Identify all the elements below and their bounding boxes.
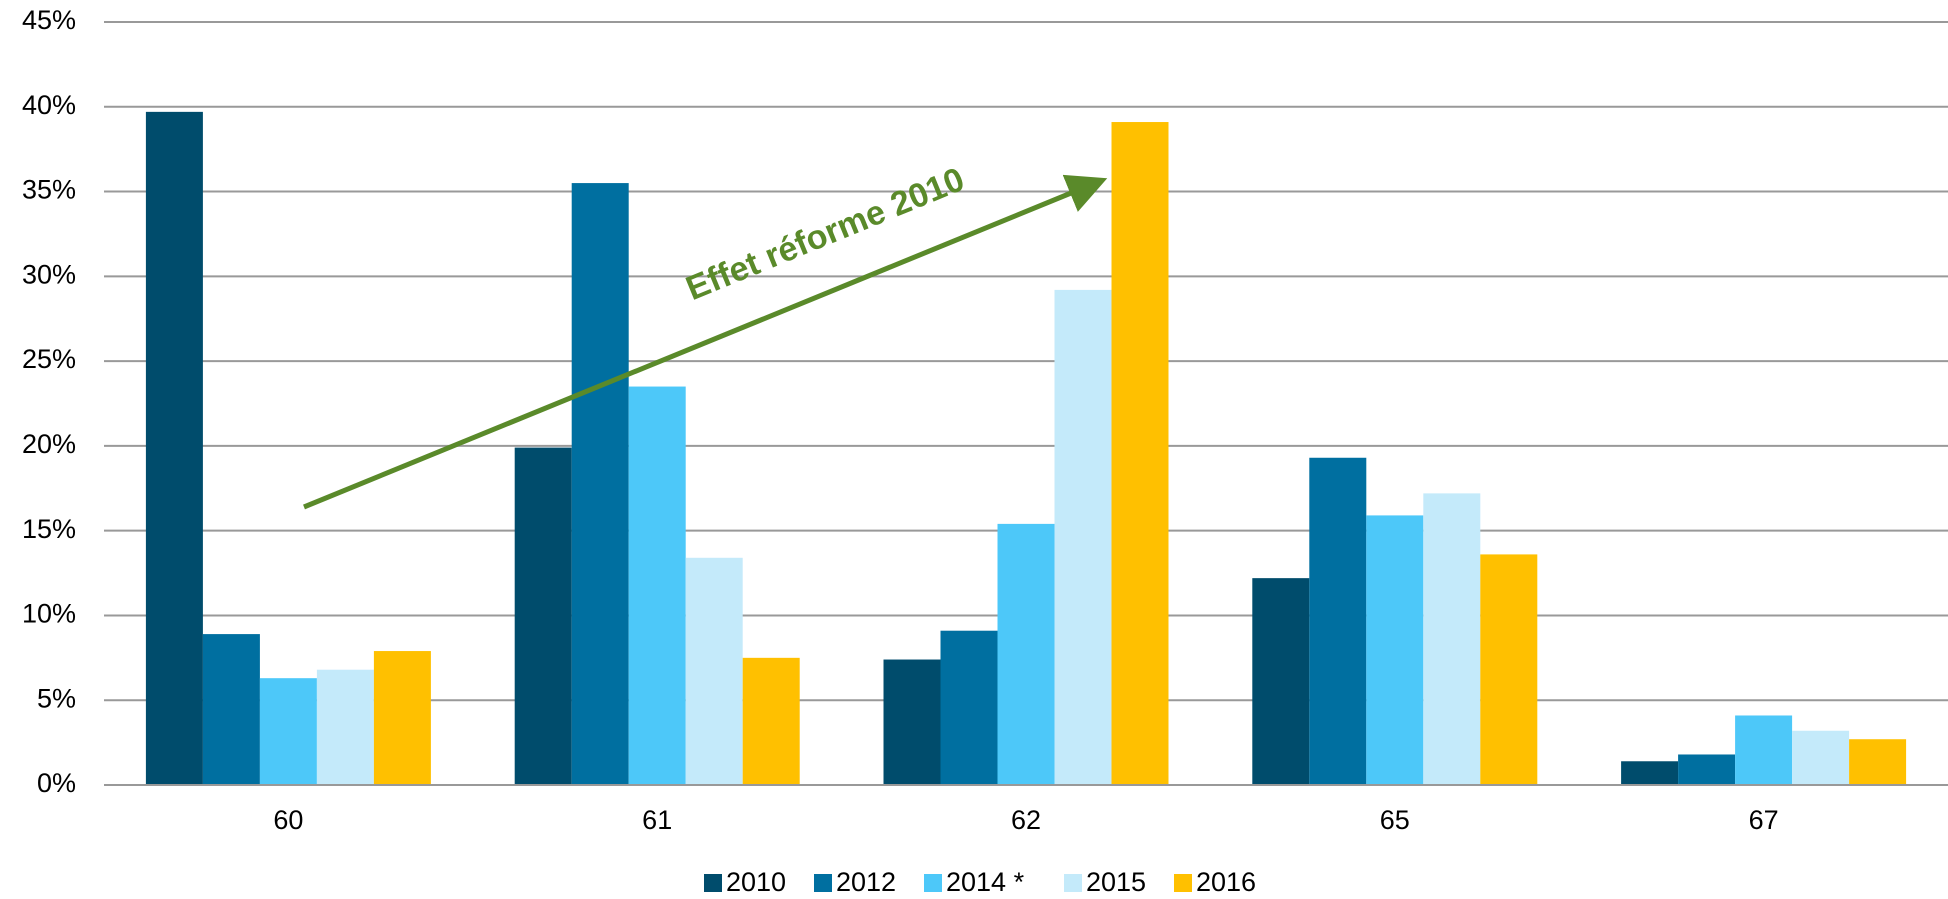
bar [571, 183, 629, 786]
x-tick-label: 60 [273, 805, 303, 835]
bar [1111, 122, 1169, 785]
legend-label: 2014 * [946, 867, 1025, 897]
bar [1252, 578, 1310, 785]
y-tick-label: 15% [22, 514, 76, 544]
arrow [303, 174, 1108, 510]
bar [1309, 457, 1367, 785]
bar [685, 557, 743, 785]
bar [1366, 515, 1424, 785]
y-tick-label: 35% [22, 175, 76, 205]
bar [883, 659, 941, 785]
bar [1678, 754, 1736, 785]
x-tick-label: 67 [1749, 805, 1779, 835]
y-tick-label: 0% [37, 768, 76, 798]
legend-swatch [704, 874, 722, 892]
legend-label: 2010 [726, 867, 786, 897]
y-tick-label: 10% [22, 599, 76, 629]
bar [1849, 739, 1907, 785]
bar [742, 657, 800, 785]
legend-swatch [1174, 874, 1192, 892]
bar [1480, 554, 1538, 785]
legend-label: 2012 [836, 867, 896, 897]
bar [373, 651, 431, 785]
bar [1792, 730, 1850, 785]
legend-swatch [924, 874, 942, 892]
bar [628, 386, 686, 785]
y-tick-label: 25% [22, 344, 76, 374]
legend-label: 2015 [1086, 867, 1146, 897]
bar [202, 634, 260, 785]
bar [1735, 715, 1793, 785]
y-tick-label: 40% [22, 90, 76, 120]
legend-label: 2016 [1196, 867, 1256, 897]
bar [259, 678, 317, 785]
y-tick-label: 20% [22, 429, 76, 459]
y-tick-label: 5% [37, 683, 76, 713]
bar [940, 630, 998, 785]
annotation: Effet réforme 2010 [681, 160, 970, 308]
bar [997, 523, 1055, 785]
bars [145, 111, 1907, 786]
x-tick-label: 62 [1011, 805, 1041, 835]
bar [1621, 761, 1679, 785]
y-tick-label: 30% [22, 259, 76, 289]
bar [145, 111, 203, 785]
bar [514, 447, 572, 785]
bar [316, 669, 374, 785]
x-tick-label: 61 [642, 805, 672, 835]
bar [1423, 493, 1481, 785]
legend-swatch [814, 874, 832, 892]
legend-swatch [1064, 874, 1082, 892]
bar [1054, 289, 1112, 785]
y-tick-label: 45% [22, 5, 76, 35]
x-tick-label: 65 [1380, 805, 1410, 835]
